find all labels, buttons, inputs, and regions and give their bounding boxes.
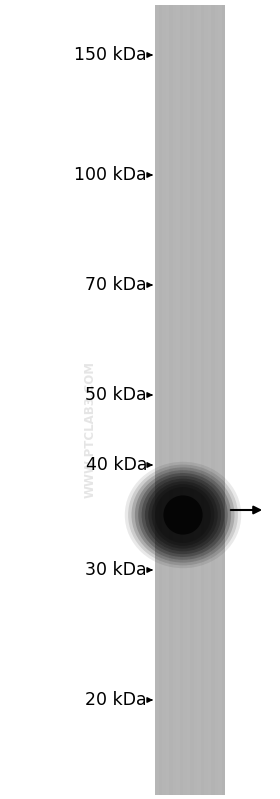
Bar [218,5,221,795]
Text: 30 kDa: 30 kDa [85,561,147,579]
Bar [169,5,172,795]
Bar [183,5,186,795]
Bar [162,5,165,795]
Ellipse shape [128,464,238,566]
Bar [165,5,169,795]
Text: WWW.PTCLAB3.COM: WWW.PTCLAB3.COM [83,361,97,499]
Ellipse shape [145,479,221,551]
Text: 100 kDa: 100 kDa [74,166,147,184]
Bar [207,5,211,795]
Text: 150 kDa: 150 kDa [74,46,147,64]
Ellipse shape [152,484,214,546]
Bar [190,5,193,795]
Bar [200,5,204,795]
Bar [193,5,197,795]
Ellipse shape [132,467,235,562]
Ellipse shape [148,482,218,549]
Bar [155,5,225,795]
Bar [204,5,207,795]
Bar [172,5,176,795]
Bar [155,5,158,795]
Ellipse shape [135,470,231,560]
Ellipse shape [138,473,228,557]
Bar [221,5,225,795]
Ellipse shape [164,495,203,535]
Text: 20 kDa: 20 kDa [85,691,147,709]
Text: 50 kDa: 50 kDa [85,386,147,404]
Bar [211,5,214,795]
Bar [186,5,190,795]
Text: 70 kDa: 70 kDa [85,276,147,294]
Ellipse shape [125,462,241,568]
Bar [179,5,183,795]
Ellipse shape [155,487,211,543]
Bar [158,5,162,795]
Bar [176,5,179,795]
Text: 40 kDa: 40 kDa [85,456,147,474]
Bar [197,5,200,795]
Bar [214,5,218,795]
Ellipse shape [142,475,225,555]
